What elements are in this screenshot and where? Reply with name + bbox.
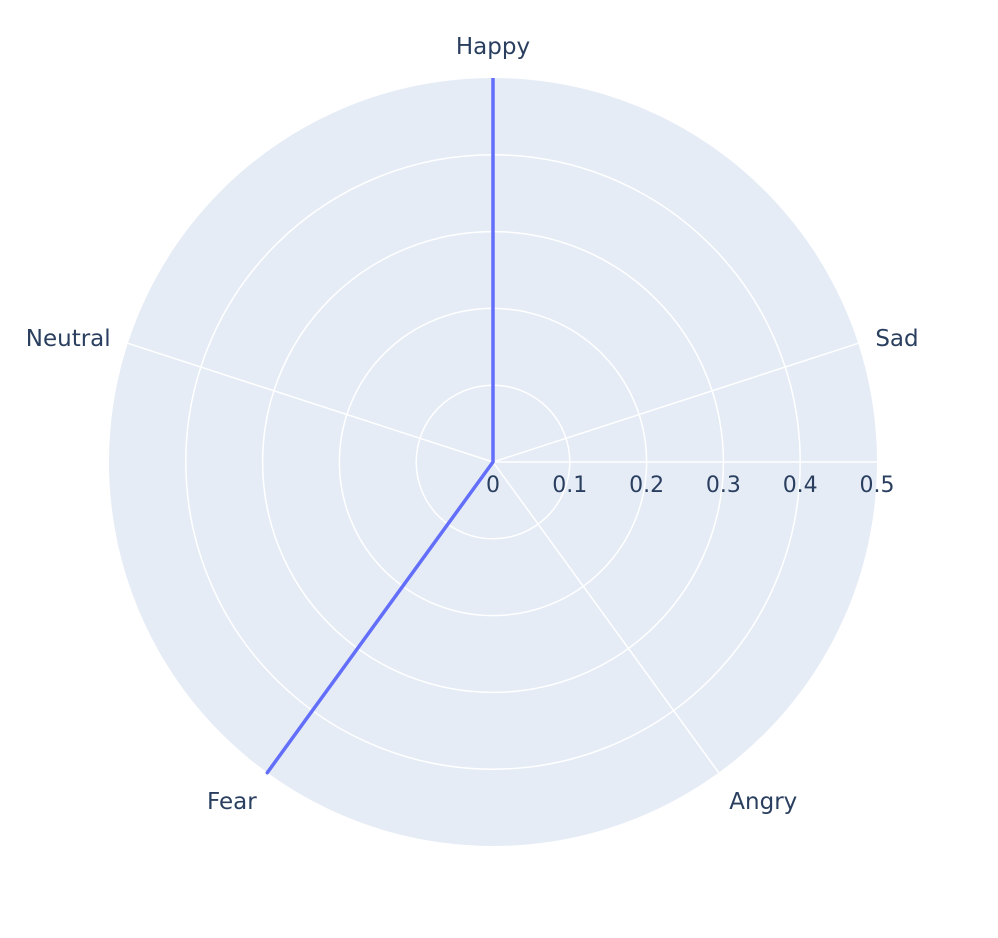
radial-tick-label: 0.5 bbox=[860, 473, 895, 498]
radial-tick-label: 0.4 bbox=[783, 473, 818, 498]
angular-label-sad: Sad bbox=[875, 326, 918, 352]
radial-tick-label: 0.1 bbox=[552, 473, 587, 498]
angular-label-angry: Angry bbox=[729, 789, 797, 815]
angular-grid-line bbox=[492, 461, 720, 774]
angular-label-neutral: Neutral bbox=[26, 326, 111, 352]
series-line bbox=[265, 78, 495, 775]
radial-tick-label: 0 bbox=[486, 473, 500, 498]
angular-label-happy: Happy bbox=[456, 34, 530, 60]
trace-layer bbox=[265, 78, 495, 775]
angular-label-fear: Fear bbox=[207, 789, 257, 815]
angular-grid-line bbox=[492, 342, 859, 463]
radial-tick-label: 0.2 bbox=[629, 473, 664, 498]
angular-grid-line bbox=[127, 342, 494, 463]
radial-tick-label: 0.3 bbox=[706, 473, 741, 498]
label-layer: 0 0.1 0.2 0.3 0.4 0.5 Happy Sad Angry Fear Neutral bbox=[26, 34, 919, 815]
